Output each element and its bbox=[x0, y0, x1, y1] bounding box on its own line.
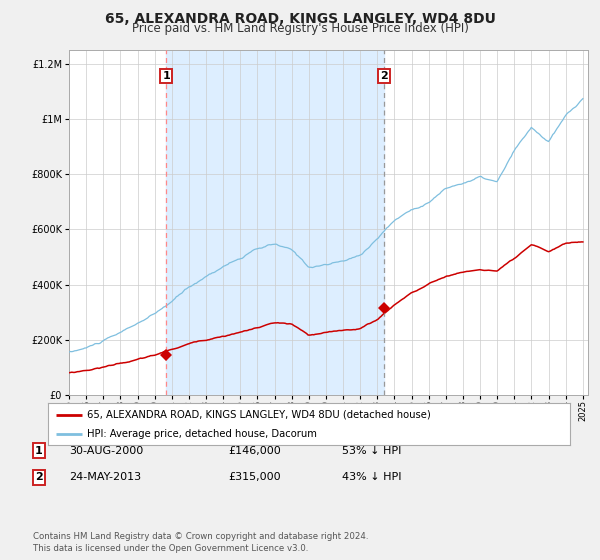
Text: 24-MAY-2013: 24-MAY-2013 bbox=[69, 472, 141, 482]
Bar bbox=[166, 50, 384, 395]
Text: £146,000: £146,000 bbox=[228, 446, 281, 456]
Text: 53% ↓ HPI: 53% ↓ HPI bbox=[342, 446, 401, 456]
Text: Price paid vs. HM Land Registry's House Price Index (HPI): Price paid vs. HM Land Registry's House … bbox=[131, 22, 469, 35]
Text: 2: 2 bbox=[380, 71, 388, 81]
Text: 30-AUG-2000: 30-AUG-2000 bbox=[69, 446, 143, 456]
Text: 43% ↓ HPI: 43% ↓ HPI bbox=[342, 472, 401, 482]
Text: Contains HM Land Registry data © Crown copyright and database right 2024.
This d: Contains HM Land Registry data © Crown c… bbox=[33, 533, 368, 553]
Text: 2: 2 bbox=[35, 472, 43, 482]
Text: 1: 1 bbox=[35, 446, 43, 456]
Text: HPI: Average price, detached house, Dacorum: HPI: Average price, detached house, Daco… bbox=[87, 430, 317, 439]
Text: 1: 1 bbox=[162, 71, 170, 81]
Text: £315,000: £315,000 bbox=[228, 472, 281, 482]
Text: 65, ALEXANDRA ROAD, KINGS LANGLEY, WD4 8DU (detached house): 65, ALEXANDRA ROAD, KINGS LANGLEY, WD4 8… bbox=[87, 410, 431, 420]
Text: 65, ALEXANDRA ROAD, KINGS LANGLEY, WD4 8DU: 65, ALEXANDRA ROAD, KINGS LANGLEY, WD4 8… bbox=[104, 12, 496, 26]
